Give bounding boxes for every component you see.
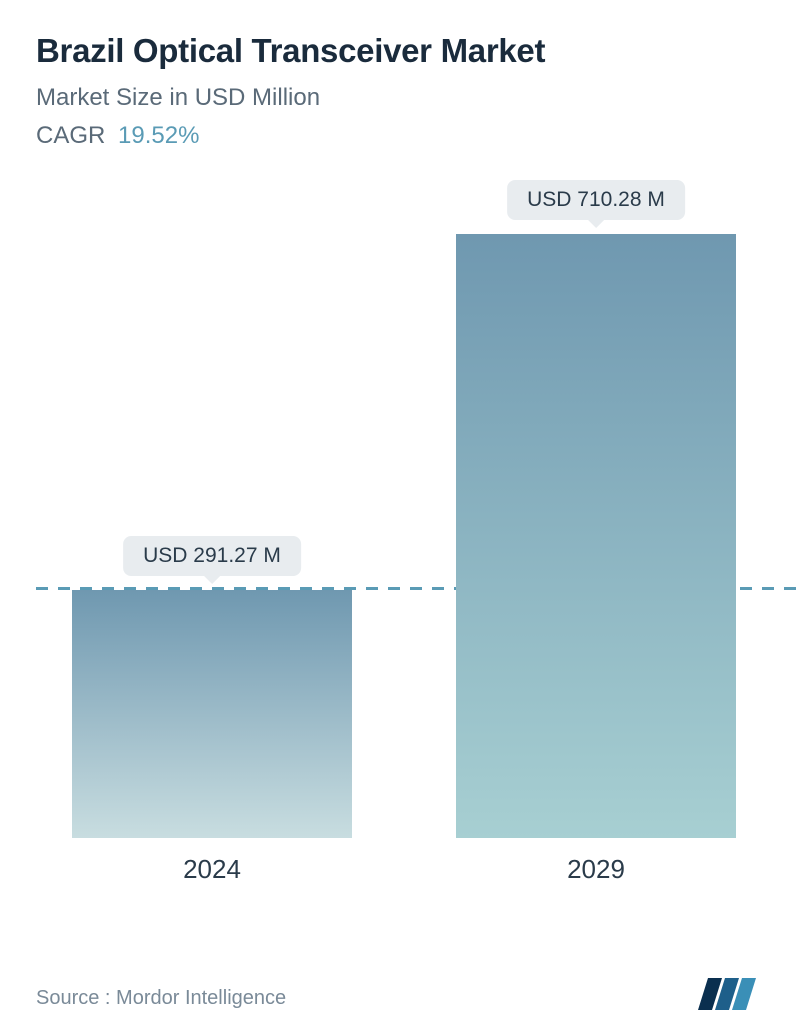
x-axis-label: 2024 (183, 854, 241, 885)
bar-fill (72, 590, 352, 838)
bar: USD 710.28 M (456, 234, 736, 838)
bar-group: USD 710.28 M (456, 234, 736, 838)
chart-footer: Source : Mordor Intelligence (36, 970, 760, 1010)
source-attribution: Source : Mordor Intelligence (36, 987, 286, 1010)
brand-logo-icon (698, 970, 760, 1010)
cagr-line: CAGR 19.52% (36, 122, 760, 150)
page-title: Brazil Optical Transceiver Market (36, 32, 760, 70)
chart-plot-area: USD 291.27 M USD 710.28 M (36, 178, 760, 838)
value-pill: USD 291.27 M (123, 536, 301, 576)
cagr-value: 19.52% (118, 122, 199, 149)
bar: USD 291.27 M (72, 590, 352, 838)
bar-chart: USD 291.27 M USD 710.28 M 2024 2029 (36, 178, 760, 898)
value-pill: USD 710.28 M (507, 180, 685, 220)
bar-fill (456, 234, 736, 838)
x-axis-label: 2029 (567, 854, 625, 885)
subtitle: Market Size in USD Million (36, 84, 760, 112)
x-axis-labels: 2024 2029 (36, 854, 760, 914)
bar-group: USD 291.27 M (72, 590, 352, 838)
cagr-label: CAGR (36, 122, 105, 149)
